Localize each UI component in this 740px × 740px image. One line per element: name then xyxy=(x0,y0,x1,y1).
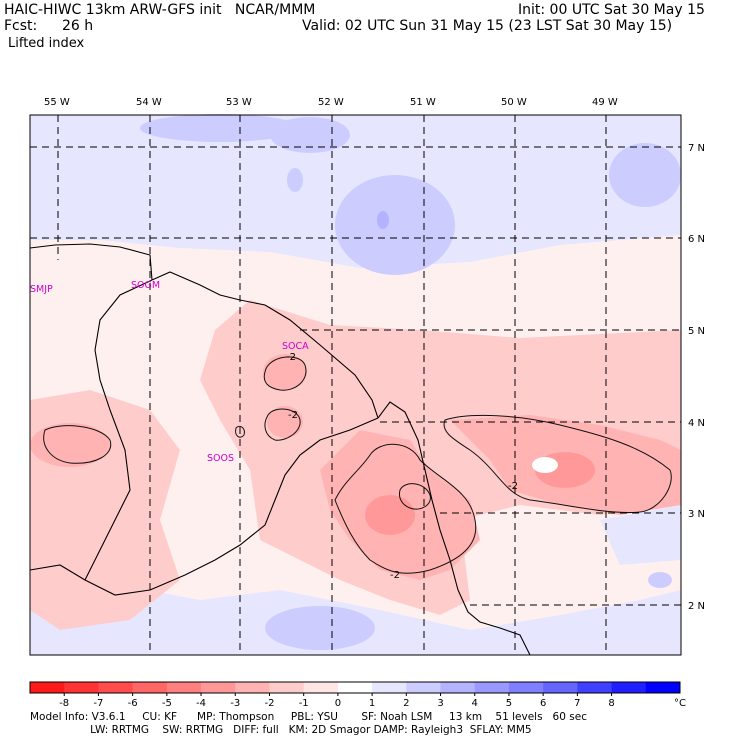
lon-label: 51 W xyxy=(410,97,436,108)
lon-label: 55 W xyxy=(44,97,70,108)
contour-label: -2 xyxy=(390,570,400,581)
lat-label: 5 N xyxy=(688,326,705,337)
colorbar-swatch xyxy=(645,682,681,693)
valid-time: Valid: 02 UTC Sun 31 May 15 (23 LST Sat … xyxy=(302,18,673,34)
stronger-positive-regions xyxy=(140,114,681,650)
model-info-line2: LW: RRTMG SW: RRTMG DIFF: full KM: 2D Sm… xyxy=(30,724,532,736)
station-label: SOOS xyxy=(207,453,234,464)
minus-two-contours xyxy=(43,356,672,574)
colorbar-tick-label: -8 xyxy=(59,698,69,709)
colorbar-swatch xyxy=(543,682,578,693)
contour-label: -2 xyxy=(508,481,518,492)
colorbar-tick-label: 6 xyxy=(540,698,546,709)
model-title: HAIC-HIWC 13km ARW-GFS init NCAR/MMM xyxy=(4,2,316,18)
colorbar-swatch xyxy=(372,682,407,693)
colorbar-tick-label: -7 xyxy=(93,698,103,709)
colorbar-tick-label: 7 xyxy=(574,698,580,709)
map-frame xyxy=(29,114,682,656)
positive-core xyxy=(377,211,389,229)
colorbar-tick-label: 3 xyxy=(437,698,443,709)
colorbar-swatch xyxy=(508,682,544,693)
colorbar xyxy=(30,682,681,693)
station-label: SOGM xyxy=(131,280,160,291)
colorbar-swatch xyxy=(440,682,476,693)
field-name: Lifted index xyxy=(8,36,85,51)
model-info-line1: Model Info: V3.6.1 CU: KF MP: Thompson P… xyxy=(30,711,587,723)
lon-label: 52 W xyxy=(318,97,344,108)
colorbar-swatch xyxy=(30,682,65,693)
colorbar-tick-label: 0 xyxy=(335,698,341,709)
contour-label: -2 xyxy=(286,352,296,363)
lat-lon-grid xyxy=(30,115,681,655)
colorbar-tick-label: -2 xyxy=(264,698,274,709)
forecast-hour: 26 h xyxy=(62,18,94,34)
colorbar-tick-label: 1 xyxy=(369,698,375,709)
station-label: SOCA xyxy=(282,341,309,352)
contour-label: -2 xyxy=(288,410,298,421)
colorbar-swatch xyxy=(474,682,510,693)
colorbar-tick-label: 5 xyxy=(506,698,512,709)
colorbar-unit: °C xyxy=(674,698,686,709)
colorbar-tick-label: -5 xyxy=(162,698,172,709)
colorbar-swatch xyxy=(577,682,613,693)
colorbar-swatch xyxy=(611,682,647,693)
station-label: SMJP xyxy=(30,284,53,295)
lat-label: 4 N xyxy=(688,418,705,429)
colorbar-tick-label: 4 xyxy=(472,698,478,709)
lon-label: 49 W xyxy=(592,97,618,108)
lon-label: 50 W xyxy=(501,97,527,108)
lat-label: 2 N xyxy=(688,601,705,612)
forecast-label: Fcst: xyxy=(4,18,38,34)
colorbar-frame xyxy=(29,681,681,694)
colorbar-swatch xyxy=(269,682,305,693)
colorbar-swatch xyxy=(166,682,202,693)
colorbar-tick-label: -4 xyxy=(196,698,206,709)
colorbar-swatch xyxy=(235,682,270,693)
colorbar-swatch xyxy=(64,682,99,693)
colorbar-tick-label: 2 xyxy=(403,698,409,709)
lat-label: 6 N xyxy=(688,234,705,245)
lon-label: 54 W xyxy=(136,97,162,108)
init-time: Init: 00 UTC Sat 30 May 15 xyxy=(518,2,705,18)
colorbar-swatch xyxy=(98,682,134,693)
colorbar-tick-label: -6 xyxy=(128,698,138,709)
colorbar-swatch xyxy=(337,682,373,693)
lat-label: 7 N xyxy=(688,143,705,154)
colorbar-ticks: -8 -7 -6 -5 -4 -3 -2 -1 0 1 2 3 4 5 6 7 8 xyxy=(59,693,615,709)
colorbar-tick-label: -1 xyxy=(299,698,309,709)
colorbar-swatch xyxy=(303,682,339,693)
lat-label: 3 N xyxy=(688,509,705,520)
weak-core-hole xyxy=(532,457,558,473)
colorbar-tick-label: 8 xyxy=(608,698,614,709)
lon-label: 53 W xyxy=(226,97,252,108)
colorbar-swatch xyxy=(406,682,442,693)
colorbar-swatch xyxy=(201,682,236,693)
colorbar-tick-label: -3 xyxy=(230,698,240,709)
colorbar-swatch xyxy=(132,682,168,693)
